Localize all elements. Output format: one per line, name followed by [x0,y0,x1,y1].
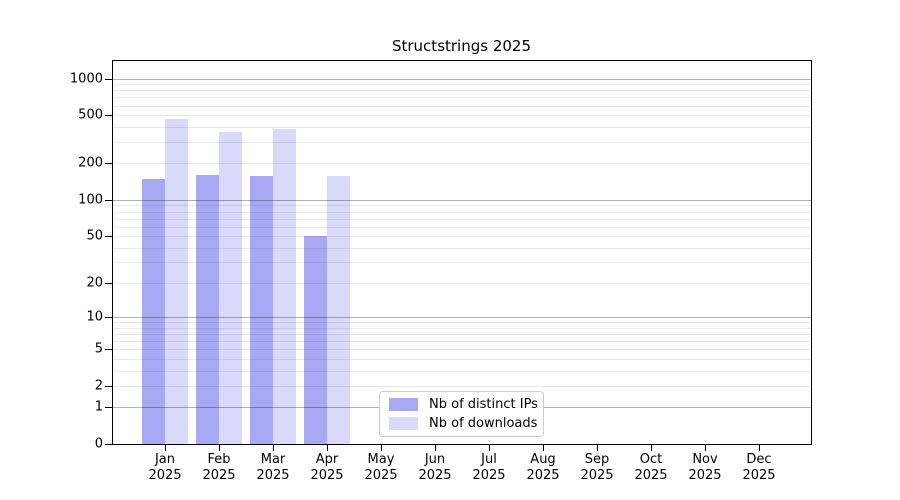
x-axis-tick-label: Jun 2025 [405,452,465,484]
y-axis-tick [105,236,112,238]
y-axis-tick-label: 1 [94,399,103,415]
x-axis-tick-label: Mar 2025 [243,452,303,484]
legend: Nb of distinct IPs Nb of downloads [379,391,544,437]
year-label: 2025 [688,468,722,483]
x-axis-tick-label: Sep 2025 [567,452,627,484]
legend-label: Nb of distinct IPs [429,397,538,412]
y-axis-tick [105,163,112,165]
legend-item: Nb of distinct IPs [389,397,543,413]
y-axis-tick [105,349,112,351]
chart-title: Structstrings 2025 [391,37,532,55]
x-axis-tick [543,445,544,451]
x-axis-tick [759,445,760,451]
bar-distinct-ips [304,236,327,444]
x-axis-tick-label: Nov 2025 [675,452,735,484]
year-label: 2025 [742,468,776,483]
x-axis-tick-label: Jul 2025 [459,452,519,484]
legend-item: Nb of downloads [389,416,543,432]
bar-downloads [273,129,296,444]
month-label: Aug [530,452,556,467]
y-axis-tick [105,78,112,80]
y-axis-tick-label: 500 [78,107,103,123]
y-axis-tick [105,407,112,409]
year-label: 2025 [472,468,506,483]
month-label: Dec [746,452,772,467]
y-axis-tick-label: 200 [78,155,103,171]
y-axis-tick [105,115,112,117]
bar-distinct-ips [142,178,165,444]
year-label: 2025 [526,468,560,483]
month-label: May [367,452,395,467]
legend-swatch [389,417,418,430]
bar-distinct-ips [250,176,273,444]
year-label: 2025 [364,468,398,483]
gridline-minor [113,97,811,99]
y-axis-tick [105,385,112,387]
y-axis-tick [105,199,112,201]
year-label: 2025 [310,468,344,483]
gridline-major [113,78,811,80]
bar-downloads [219,131,242,444]
gridline-minor [113,105,811,107]
y-axis-tick-label: 20 [86,275,103,291]
bar-distinct-ips [196,175,219,444]
y-axis-tick-label: 100 [78,192,103,208]
x-axis-tick-label: Oct 2025 [621,452,681,484]
legend-label: Nb of downloads [429,416,538,431]
x-axis-tick [705,445,706,451]
bar-downloads [327,175,350,444]
gridline-minor [113,126,811,128]
x-axis-tick [381,445,382,451]
x-axis-tick [489,445,490,451]
y-axis-tick [105,317,112,319]
y-axis-tick-label: 0 [94,436,103,452]
x-axis-tick [597,445,598,451]
legend-swatch [389,398,418,411]
x-axis-tick [219,445,220,451]
x-axis-tick-label: Aug 2025 [513,452,573,484]
year-label: 2025 [256,468,290,483]
month-label: Jul [481,452,497,467]
month-label: Jun [424,452,446,467]
x-axis-tick [327,445,328,451]
y-axis-tick-label: 1000 [69,71,103,87]
y-axis-tick-label: 50 [86,228,103,244]
x-axis-tick [165,445,166,451]
y-axis-tick-label: 5 [94,341,103,357]
y-axis-tick [105,282,112,284]
gridline-minor [113,163,811,165]
gridline-minor [113,115,811,117]
gridline-minor [113,90,811,92]
year-label: 2025 [148,468,182,483]
x-axis-tick-label: May 2025 [351,452,411,484]
gridline-minor [113,84,811,86]
y-axis-tick-label: 2 [94,378,103,394]
x-axis-tick [435,445,436,451]
bar-downloads [165,119,188,444]
x-axis-tick [273,445,274,451]
y-axis-tick [105,444,112,445]
month-label: Nov [692,452,718,467]
gridline-minor [113,142,811,144]
year-label: 2025 [634,468,668,483]
x-axis-tick-label: Jan 2025 [135,452,195,484]
year-label: 2025 [418,468,452,483]
month-label: Feb [207,452,231,467]
year-label: 2025 [202,468,236,483]
year-label: 2025 [580,468,614,483]
month-label: Sep [584,452,610,467]
month-label: Apr [315,452,339,467]
x-axis-tick-label: Feb 2025 [189,452,249,484]
month-label: Oct [639,452,663,467]
x-axis-tick-label: Dec 2025 [729,452,789,484]
month-label: Mar [260,452,286,467]
x-axis-tick [651,445,652,451]
month-label: Jan [154,452,176,467]
y-axis-tick-label: 10 [86,309,103,325]
x-axis-tick-label: Apr 2025 [297,452,357,484]
